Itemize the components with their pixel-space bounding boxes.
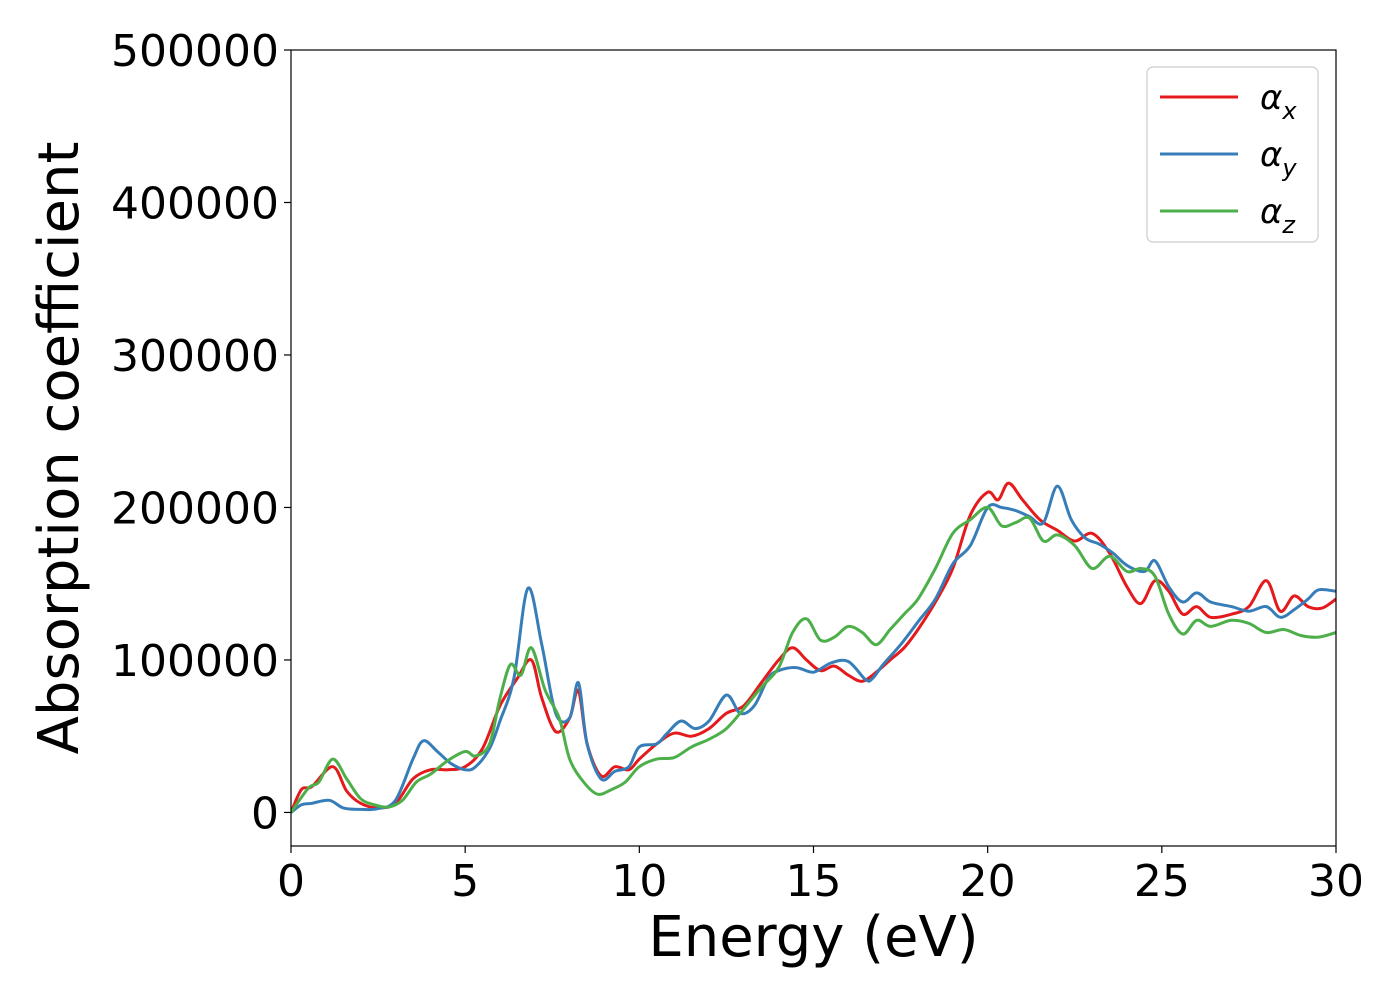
x-tick-label: 25 bbox=[1134, 856, 1190, 907]
legend: αx αy αz bbox=[1146, 66, 1319, 243]
x-tick-label: 20 bbox=[960, 856, 1016, 907]
legend-label-z: αz bbox=[1260, 192, 1296, 239]
legend-label-y: αy bbox=[1260, 135, 1297, 182]
x-tick-label: 0 bbox=[277, 856, 305, 907]
series-line-y bbox=[291, 484, 1336, 814]
x-axis-title: Energy (eV) bbox=[648, 905, 978, 970]
y-tick-label: 300000 bbox=[111, 331, 279, 382]
legend-label-x: αx bbox=[1260, 78, 1297, 125]
series-line-z bbox=[291, 505, 1336, 814]
y-tick-label: 0 bbox=[251, 788, 279, 839]
y-tick-label: 100000 bbox=[111, 636, 279, 687]
x-tick-label: 5 bbox=[451, 856, 479, 907]
series-layer bbox=[291, 481, 1336, 814]
y-tick-label: 200000 bbox=[111, 483, 279, 534]
y-tick-label: 500000 bbox=[111, 26, 279, 77]
x-tick-label: 15 bbox=[786, 856, 842, 907]
x-tick-label: 10 bbox=[611, 856, 667, 907]
x-tick-label: 30 bbox=[1308, 856, 1364, 907]
ticks-layer: 0 5 10 15 20 25 30 0 100000 200000 300000 400000 500… bbox=[111, 26, 1364, 907]
series-line-x bbox=[291, 481, 1336, 814]
y-tick-label: 400000 bbox=[111, 178, 279, 229]
y-axis-title: Absorption coefficient bbox=[27, 142, 92, 755]
